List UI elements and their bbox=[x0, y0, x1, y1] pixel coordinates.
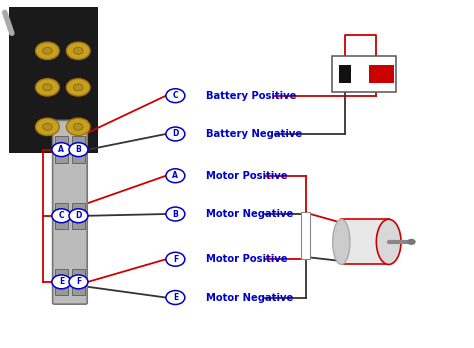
Circle shape bbox=[43, 47, 52, 54]
Circle shape bbox=[69, 143, 88, 157]
Text: B: B bbox=[75, 145, 82, 154]
Circle shape bbox=[73, 84, 83, 91]
Circle shape bbox=[166, 169, 185, 183]
Bar bbox=[9, 7, 99, 153]
Text: A: A bbox=[173, 171, 178, 180]
Circle shape bbox=[66, 118, 90, 135]
Text: E: E bbox=[59, 277, 64, 286]
Ellipse shape bbox=[333, 219, 350, 264]
Circle shape bbox=[69, 275, 88, 289]
Text: C: C bbox=[59, 211, 64, 220]
Bar bbox=[341, 219, 389, 264]
Text: Motor Negative: Motor Negative bbox=[206, 209, 293, 219]
Text: C: C bbox=[173, 91, 178, 100]
Text: B: B bbox=[173, 209, 178, 219]
Circle shape bbox=[66, 79, 90, 96]
Text: D: D bbox=[172, 129, 179, 139]
Text: D: D bbox=[75, 211, 82, 220]
Circle shape bbox=[69, 209, 88, 223]
Circle shape bbox=[166, 207, 185, 221]
Circle shape bbox=[52, 275, 71, 289]
Circle shape bbox=[166, 127, 185, 141]
FancyBboxPatch shape bbox=[53, 120, 87, 304]
Text: Battery Negative: Battery Negative bbox=[206, 129, 302, 139]
Circle shape bbox=[43, 84, 52, 91]
Text: Battery Positive: Battery Positive bbox=[206, 91, 297, 101]
Text: Motor Positive: Motor Positive bbox=[206, 171, 288, 181]
Circle shape bbox=[166, 252, 185, 266]
Circle shape bbox=[166, 291, 185, 304]
Circle shape bbox=[73, 47, 83, 54]
Bar bbox=[72, 269, 84, 295]
Bar bbox=[339, 65, 351, 83]
Bar bbox=[55, 136, 68, 163]
Circle shape bbox=[407, 239, 416, 245]
Bar bbox=[55, 203, 68, 229]
Circle shape bbox=[166, 89, 185, 103]
Bar bbox=[72, 136, 84, 163]
Circle shape bbox=[66, 42, 90, 60]
Text: F: F bbox=[76, 277, 81, 286]
Bar bbox=[369, 65, 394, 83]
Text: F: F bbox=[173, 255, 178, 264]
Circle shape bbox=[36, 79, 59, 96]
Text: E: E bbox=[173, 293, 178, 302]
Circle shape bbox=[43, 123, 52, 130]
Ellipse shape bbox=[376, 219, 401, 264]
Bar bbox=[332, 56, 396, 92]
Circle shape bbox=[52, 143, 71, 157]
Circle shape bbox=[36, 118, 59, 135]
Text: A: A bbox=[58, 145, 64, 154]
Circle shape bbox=[73, 123, 83, 130]
Bar bbox=[55, 269, 68, 295]
Bar bbox=[301, 212, 310, 259]
Text: Motor Positive: Motor Positive bbox=[206, 254, 288, 264]
Bar bbox=[72, 203, 84, 229]
Text: Motor Negative: Motor Negative bbox=[206, 293, 293, 302]
Circle shape bbox=[52, 209, 71, 223]
Circle shape bbox=[36, 42, 59, 60]
